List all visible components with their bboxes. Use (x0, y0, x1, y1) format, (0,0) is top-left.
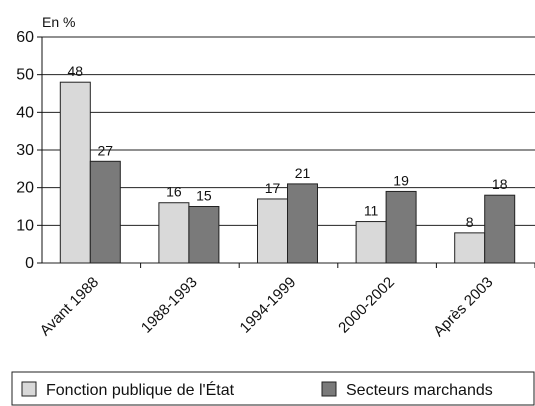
legend-swatch (21, 381, 37, 397)
legend-box (11, 371, 535, 406)
y-tick-label: 20 (16, 180, 34, 197)
x-tick-label: 2000-2002 (335, 274, 398, 337)
x-tick-label: 1988-1993 (138, 274, 201, 337)
bar (89, 160, 121, 264)
y-tick-label: 0 (25, 255, 34, 272)
bar (287, 183, 318, 264)
bar (158, 202, 190, 264)
data-label: 15 (196, 188, 212, 204)
data-label: 8 (466, 214, 474, 230)
y-tick-label: 60 (16, 29, 34, 46)
bar (257, 198, 288, 264)
y-tick-label: 50 (16, 67, 34, 84)
legend-swatch (321, 381, 337, 397)
y-tick-label: 30 (16, 142, 34, 159)
data-label: 11 (364, 203, 379, 219)
x-tick-label: 1994-1999 (237, 274, 300, 337)
y-tick-label: 10 (16, 217, 34, 234)
bar (385, 190, 417, 264)
bar (484, 194, 516, 264)
y-axis-label: En % (42, 14, 75, 30)
bar (454, 232, 486, 264)
data-label: 17 (265, 180, 281, 196)
data-label: 18 (492, 176, 508, 192)
legend-label: Fonction publique de l'État (46, 380, 235, 399)
data-label: 19 (393, 172, 409, 188)
x-tick-label: Avant 1988 (37, 274, 102, 339)
bar (188, 206, 220, 264)
data-label: 16 (166, 184, 182, 200)
legend-label: Secteurs marchands (346, 382, 493, 399)
data-label: 21 (295, 165, 311, 181)
data-label: 27 (98, 142, 114, 158)
data-label: 48 (68, 63, 84, 79)
y-tick-label: 40 (16, 104, 34, 121)
bar (355, 221, 387, 264)
bar (59, 81, 91, 264)
x-tick-label: Après 2003 (430, 274, 496, 340)
